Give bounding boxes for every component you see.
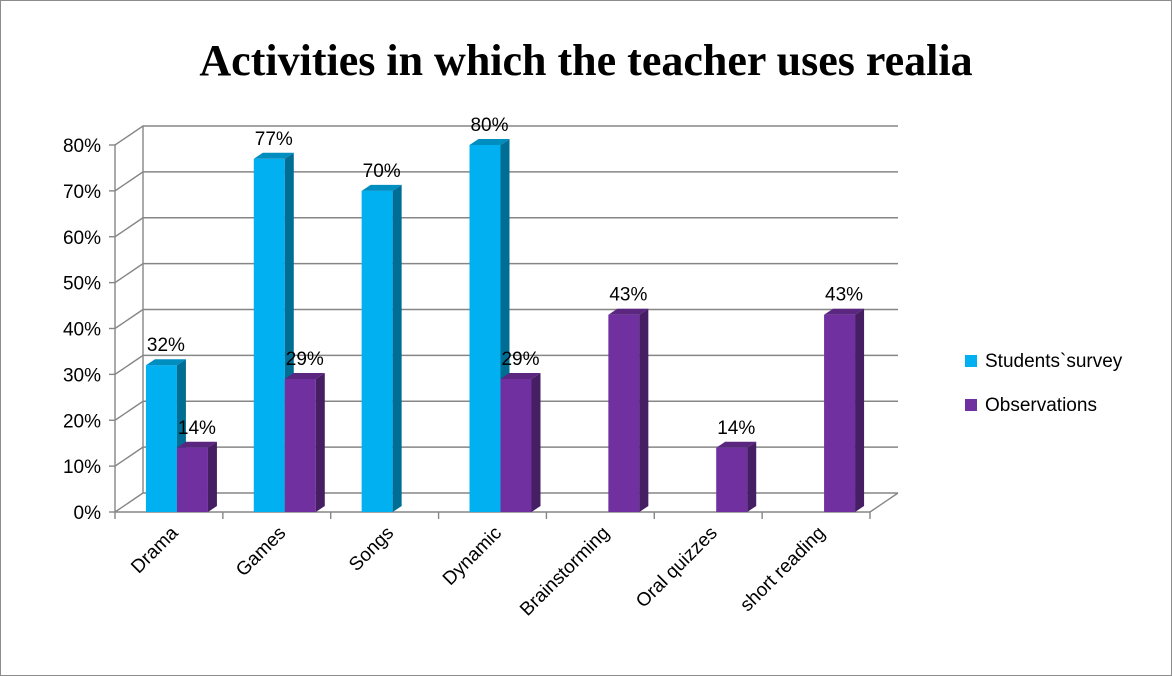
x-category-label: Songs xyxy=(345,523,398,576)
data-label: 14% xyxy=(178,418,216,439)
legend-label: Students`survey xyxy=(985,351,1123,372)
y-tick-label: 20% xyxy=(63,411,101,432)
x-category-label: short reading xyxy=(736,523,829,616)
y-tick-label: 70% xyxy=(63,182,101,203)
data-label: 43% xyxy=(825,285,863,306)
x-category-label: Brainstorming xyxy=(516,523,614,621)
category-labels: Drama Games Songs Dynamic Brainstorming Oral … xyxy=(127,522,829,620)
data-label: 32% xyxy=(147,335,185,356)
axes: 0% 10% 20% 30% 40% 50% 60% 70% 80% xyxy=(63,126,899,524)
y-tick-label: 30% xyxy=(63,365,101,386)
x-category-label: Games xyxy=(232,523,290,581)
y-tick-label: 10% xyxy=(63,457,101,478)
data-label: 14% xyxy=(717,418,755,439)
legend: Students`survey Observations xyxy=(965,351,1123,416)
bar xyxy=(500,372,541,512)
y-tick-label: 40% xyxy=(63,320,101,341)
x-category-label: Oral quizzes xyxy=(632,523,722,613)
y-tick-label: 60% xyxy=(63,228,101,249)
x-category-label: Dynamic xyxy=(439,523,506,590)
bar xyxy=(608,308,649,512)
bar xyxy=(284,372,325,512)
data-labels: 32% 14% 77% 29% 70% 80% 29% 43% 14% 43% xyxy=(147,115,863,439)
legend-swatch xyxy=(965,399,977,411)
data-label: 29% xyxy=(501,349,539,370)
bars xyxy=(145,139,865,512)
bar xyxy=(469,139,510,512)
data-label: 43% xyxy=(609,285,647,306)
legend-label: Observations xyxy=(985,395,1097,416)
x-category-label: Drama xyxy=(127,522,182,577)
data-label: 77% xyxy=(255,129,293,150)
data-label: 80% xyxy=(470,115,508,136)
y-tick-label: 80% xyxy=(63,136,101,157)
data-label: 70% xyxy=(363,161,401,182)
bar xyxy=(361,184,402,512)
data-label: 29% xyxy=(286,349,324,370)
y-tick-label: 0% xyxy=(74,503,102,524)
chart-title: Activities in which the teacher uses rea… xyxy=(199,36,973,85)
bar xyxy=(176,441,217,512)
bar xyxy=(824,308,865,512)
legend-swatch xyxy=(965,355,977,367)
bar xyxy=(716,441,757,512)
y-tick-label: 50% xyxy=(63,274,101,295)
